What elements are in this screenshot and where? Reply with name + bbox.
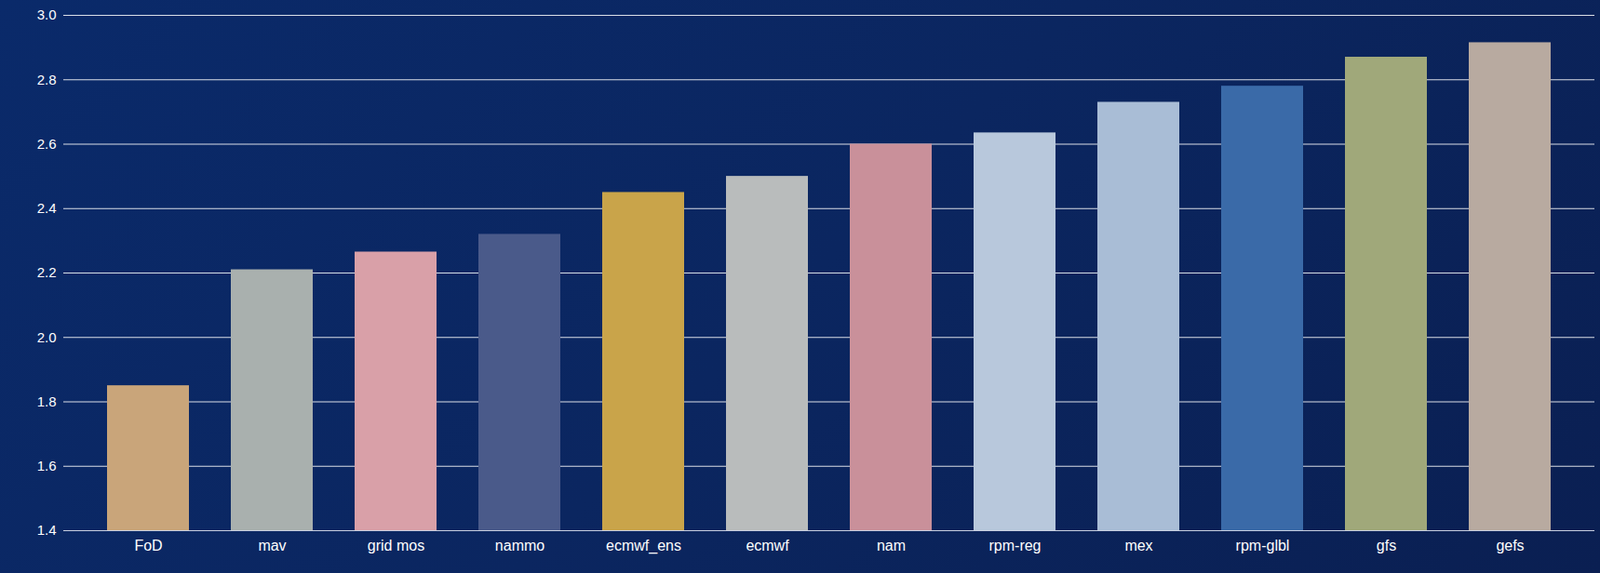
- svg-text:2.0: 2.0: [37, 329, 57, 346]
- svg-text:ecmwf_ens: ecmwf_ens: [605, 537, 682, 555]
- svg-text:3.0: 3.0: [37, 6, 57, 23]
- svg-text:nam: nam: [876, 537, 906, 554]
- svg-text:1.8: 1.8: [37, 393, 57, 410]
- svg-text:1.4: 1.4: [37, 522, 57, 538]
- svg-text:gfs: gfs: [1376, 537, 1397, 554]
- svg-text:FoD: FoD: [134, 537, 162, 554]
- svg-text:rpm-reg: rpm-reg: [988, 537, 1041, 554]
- svg-text:1.6: 1.6: [37, 457, 57, 474]
- svg-text:2.8: 2.8: [37, 71, 57, 88]
- svg-text:mex: mex: [1124, 537, 1153, 554]
- svg-text:ecmwf: ecmwf: [745, 537, 790, 554]
- svg-text:mav: mav: [257, 537, 286, 554]
- svg-text:rpm-glbl: rpm-glbl: [1236, 537, 1291, 554]
- svg-text:gefs: gefs: [1495, 537, 1524, 554]
- svg-text:2.4: 2.4: [37, 200, 57, 216]
- svg-text:2.6: 2.6: [37, 135, 57, 152]
- svg-text:grid mos: grid mos: [367, 537, 425, 554]
- svg-text:nammo: nammo: [495, 537, 545, 554]
- svg-text:2.2: 2.2: [37, 264, 57, 281]
